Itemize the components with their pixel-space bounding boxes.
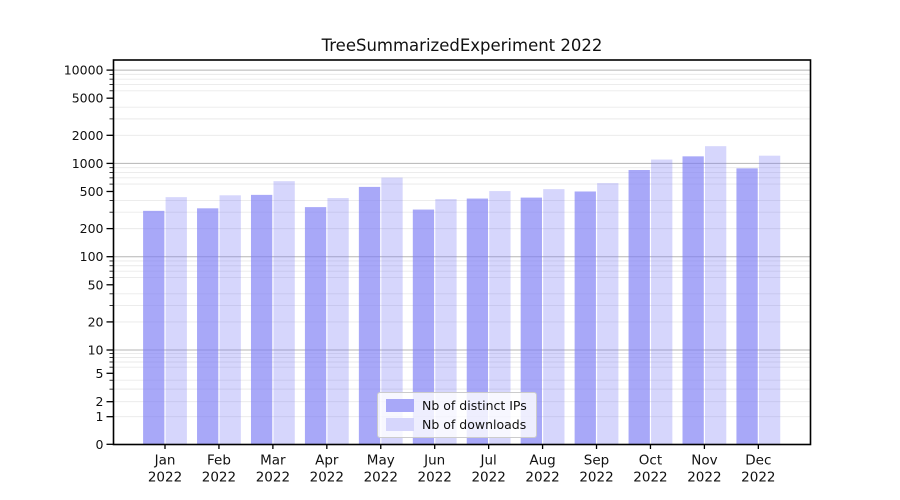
x-tick-label-month: Dec xyxy=(745,453,771,469)
bar-distinct-ips-nov xyxy=(682,156,704,445)
bar-downloads-sep xyxy=(597,183,619,445)
legend-label-distinct-ips: Nb of distinct IPs xyxy=(422,398,527,413)
x-tick-label-year: 2022 xyxy=(471,470,505,486)
bar-downloads-apr xyxy=(327,198,349,445)
x-tick-label-month: May xyxy=(367,453,395,469)
x-tick-label-month: Apr xyxy=(315,453,339,469)
bar-distinct-ips-jun xyxy=(412,209,435,445)
bar-downloads-dec xyxy=(758,155,781,445)
x-tick-label-month: Mar xyxy=(260,453,286,469)
x-tick-label-month: Nov xyxy=(691,453,717,469)
bar-downloads-jul xyxy=(489,191,511,445)
y-tick-label: 200 xyxy=(80,221,104,236)
x-tick-label-year: 2022 xyxy=(202,470,236,486)
bar-distinct-ips-apr xyxy=(304,207,327,445)
bar-downloads-oct xyxy=(651,159,673,445)
y-tick-label: 20 xyxy=(88,314,104,329)
bar-distinct-ips-mar xyxy=(250,194,273,445)
bar-distinct-ips-dec xyxy=(736,168,758,445)
x-tick-label-year: 2022 xyxy=(579,470,613,486)
bar-downloads-nov xyxy=(705,146,727,445)
bar-downloads-aug xyxy=(543,189,565,445)
x-tick-label-year: 2022 xyxy=(418,470,452,486)
legend: Nb of distinct IPs Nb of downloads xyxy=(377,392,537,438)
plot-border xyxy=(112,59,812,446)
y-tick-label: 500 xyxy=(80,184,104,199)
bar-distinct-ips-jan xyxy=(143,210,165,445)
y-tick-label: 2 xyxy=(96,394,104,409)
x-tick-label-year: 2022 xyxy=(633,470,667,486)
legend-label-downloads: Nb of downloads xyxy=(422,417,527,432)
y-tick-label: 50 xyxy=(88,277,104,292)
x-tick-label-year: 2022 xyxy=(525,470,559,486)
legend-swatch-downloads xyxy=(386,418,414,431)
y-tick-label: 5 xyxy=(96,366,104,381)
x-tick-label-month: Sep xyxy=(584,453,609,469)
x-tick-label-month: Jun xyxy=(423,453,445,469)
bar-distinct-ips-aug xyxy=(520,197,542,445)
y-tick-label: 10000 xyxy=(64,63,104,78)
y-tick-label: 1000 xyxy=(72,156,104,171)
bar-distinct-ips-sep xyxy=(574,191,596,445)
bar-downloads-may xyxy=(381,177,403,445)
x-tick-label-month: Aug xyxy=(529,453,555,469)
x-tick-label-year: 2022 xyxy=(741,470,775,486)
y-tick-label: 1 xyxy=(96,409,104,424)
x-tick-label-year: 2022 xyxy=(148,470,182,486)
legend-item-distinct-ips: Nb of distinct IPs xyxy=(386,398,527,413)
x-tick-label-month: Oct xyxy=(639,453,662,469)
x-tick-label-month: Jul xyxy=(479,453,496,469)
bar-downloads-jun xyxy=(435,199,457,445)
legend-item-downloads: Nb of downloads xyxy=(386,417,527,432)
bar-downloads-feb xyxy=(219,195,241,445)
bar-downloads-mar xyxy=(273,181,295,445)
y-tick-label: 2000 xyxy=(72,128,104,143)
y-tick-label: 5000 xyxy=(72,91,104,106)
bar-downloads-jan xyxy=(165,197,187,445)
x-tick-label-month: Feb xyxy=(207,453,231,469)
legend-swatch-distinct-ips xyxy=(386,399,414,412)
x-tick-label-year: 2022 xyxy=(310,470,344,486)
y-tick-label: 100 xyxy=(80,249,104,264)
y-tick-label: 0 xyxy=(96,437,104,452)
chart-title: TreeSummarizedExperiment 2022 xyxy=(321,36,603,55)
x-tick-label-year: 2022 xyxy=(687,470,721,486)
bar-distinct-ips-oct xyxy=(628,169,650,445)
bar-distinct-ips-feb xyxy=(197,208,219,445)
x-tick-label-month: Jan xyxy=(154,453,176,469)
x-tick-label-year: 2022 xyxy=(364,470,398,486)
bar-distinct-ips-may xyxy=(358,186,381,445)
x-tick-label-year: 2022 xyxy=(256,470,290,486)
y-tick-label: 10 xyxy=(88,343,104,358)
bar-distinct-ips-jul xyxy=(466,198,489,445)
